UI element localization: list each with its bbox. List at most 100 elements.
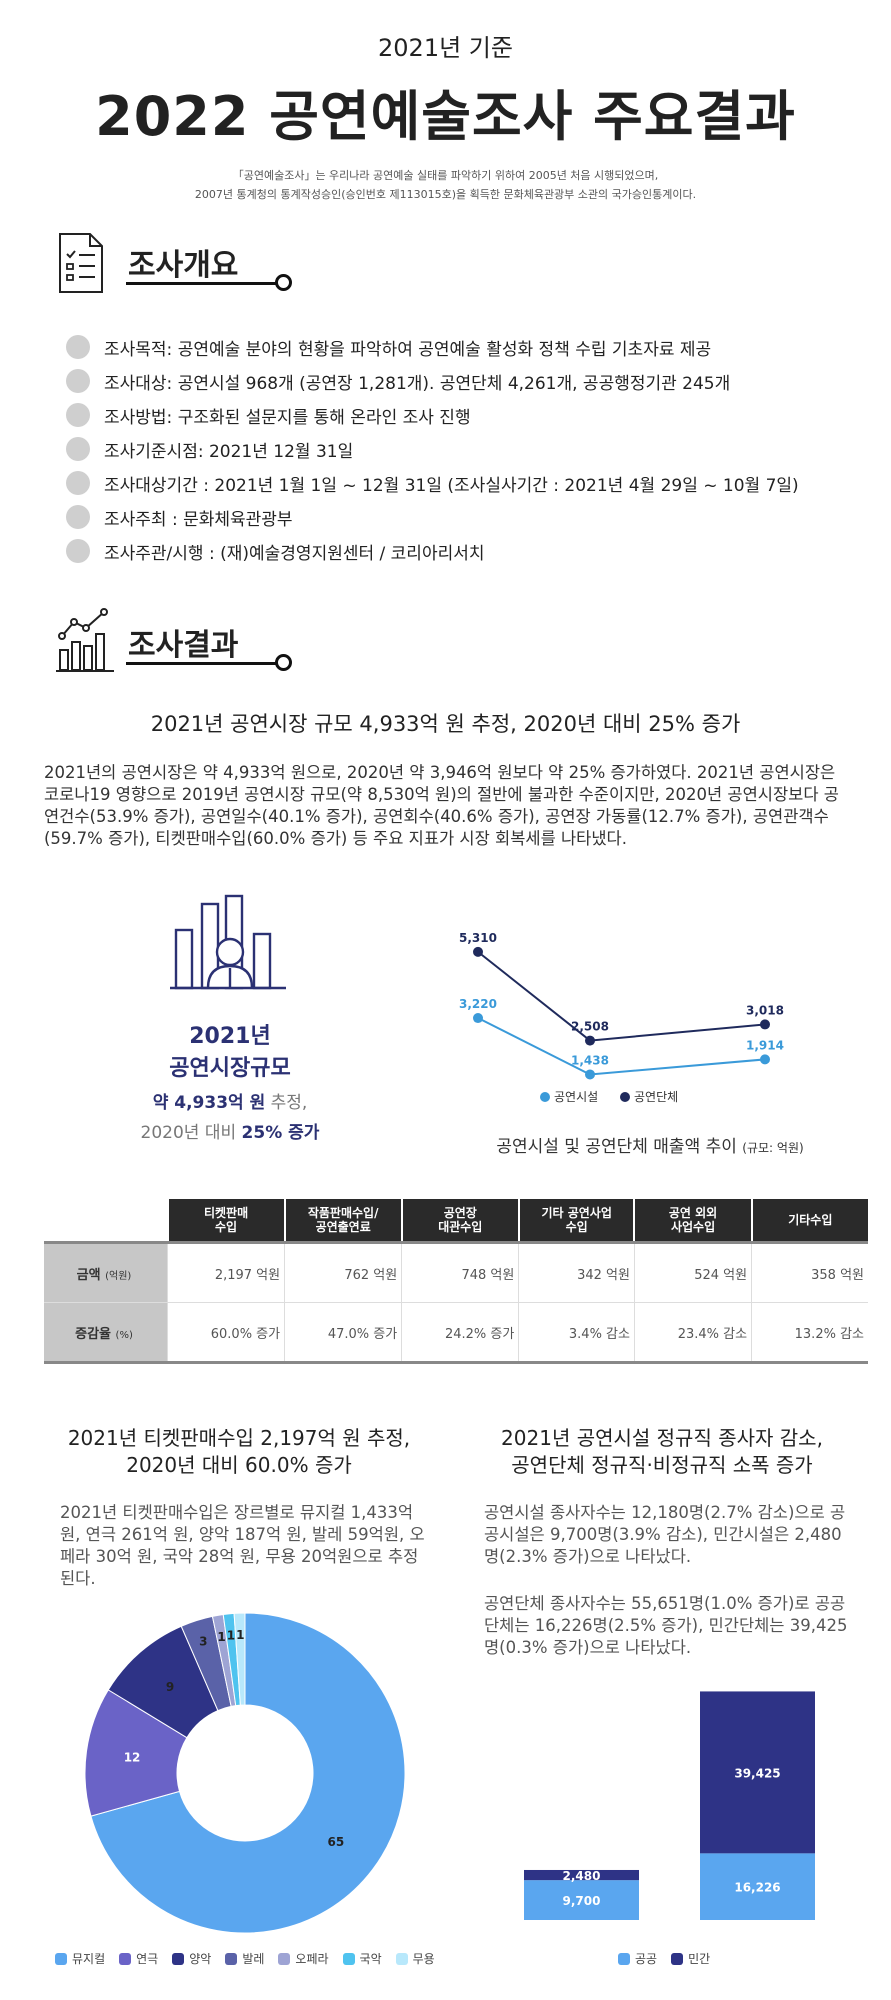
series-line-0	[477, 1017, 766, 1076]
donut-chart-legend: 뮤지컬 연극 양악 발레 오페라 국악 무용	[55, 1950, 455, 1967]
legend-item: 오페라	[278, 1950, 329, 1967]
legend-label: 양악	[189, 1952, 212, 1966]
bar-segment	[700, 1853, 815, 1920]
table-cell: 13.2% 감소	[751, 1302, 868, 1364]
overview-item: 조사방법: 구조화된 설문지를 통해 온라인 조사 진행	[66, 398, 866, 432]
overview-item: 조사대상: 공연시설 968개 (공연장 1,281개). 공연단체 4,261…	[66, 364, 866, 398]
table-cell: 2,197 억원	[166, 1241, 285, 1303]
bullet-dot	[66, 369, 90, 393]
table-column-header: 티켓판매 수입	[166, 1199, 285, 1243]
table-corner	[44, 1199, 168, 1243]
legend-item: 국악	[342, 1950, 382, 1967]
table-cell: 342 억원	[518, 1241, 635, 1303]
report-note: 「공연예술조사」는 우리나라 공연예술 실태를 파악하기 위하여 2005년 처…	[0, 166, 891, 204]
document-checklist-icon	[59, 233, 103, 293]
bar-segment	[524, 1869, 639, 1881]
overview-item: 조사주최 : 문화체육관광부	[66, 500, 866, 534]
report-title: 2022 공연예술조사 주요결과	[95, 85, 796, 148]
bullet-dot	[66, 471, 90, 495]
slice-label: 9	[166, 1680, 174, 1694]
legend-swatch	[540, 1092, 550, 1102]
heading-dot	[275, 654, 292, 671]
donut-slice	[90, 1612, 406, 1934]
data-point	[760, 1019, 770, 1030]
table-column-header: 기타수입	[750, 1199, 868, 1243]
table-row: 증감율 (%) 60.0% 증가 47.0% 증가 24.2% 증가 3.4% …	[44, 1302, 868, 1364]
revenue-breakdown-table: 티켓판매 수입 작품판매수입/공연출연료 공연장 대관수입 기타 공연사업 수입 공연…	[44, 1199, 868, 1364]
legend-item: 연극	[119, 1950, 158, 1967]
legend-swatch	[172, 1952, 185, 1965]
table-cell: 60.0% 증가	[166, 1302, 285, 1364]
overview-heading: 조사개요	[128, 248, 239, 283]
slice-label: 3	[199, 1634, 207, 1648]
slice-label: 1	[227, 1629, 235, 1643]
row-header-change-rate: 증감율 (%)	[44, 1302, 168, 1364]
note-line-1: 「공연예술조사」는 우리나라 공연예술 실태를 파악하기 위하여 2005년 처…	[232, 169, 659, 182]
heading-underline	[126, 282, 276, 285]
bar-label: 2,480	[563, 1869, 601, 1883]
legend-label: 오페라	[295, 1952, 329, 1966]
overview-list: 조사목적: 공연예술 분야의 현황을 파악하여 공연예술 활성화 정책 수립 기…	[66, 330, 866, 568]
legend-label: 공연단체	[634, 1090, 678, 1104]
results-headline: 2021년 공연시장 규모 4,933억 원 추정, 2020년 대비 25% …	[150, 712, 741, 736]
legend-swatch	[225, 1952, 238, 1965]
legend-swatch	[395, 1952, 408, 1965]
overview-section-header: 조사개요	[56, 226, 316, 306]
legend-label: 공공	[635, 1952, 658, 1966]
line-chart-caption: 공연시설 및 공연단체 매출액 추이 (규모: 억원)	[496, 1137, 804, 1157]
overview-item: 조사기준시점: 2021년 12월 31일	[66, 432, 866, 466]
table-cell: 24.2% 증가	[401, 1302, 519, 1364]
bar-segment	[524, 1880, 639, 1920]
table-column-header: 기타 공연사업 수입	[517, 1199, 635, 1243]
report-subtitle: 2021년 기준	[378, 34, 513, 62]
table-cell: 748 억원	[401, 1241, 519, 1303]
slice-label: 65	[327, 1835, 344, 1849]
overview-item: 조사대상기간 : 2021년 1월 1일 ~ 12월 31일 (조사실사기간 :…	[66, 466, 866, 500]
legend-label: 연극	[136, 1952, 159, 1966]
staff-paragraph-2: 공연단체 종사자수는 55,651명(1.0% 증가)로 공공단체는 16,22…	[484, 1594, 848, 1657]
market-label: 공연시장규모	[169, 1056, 291, 1081]
legend-swatch	[119, 1952, 132, 1965]
bullet-dot	[66, 403, 90, 427]
staff-stacked-bar-chart: 9,700 2,480 16,226 39,425	[524, 1691, 815, 1920]
table-column-header: 공연장 대관수입	[400, 1199, 519, 1243]
bullet-dot	[66, 505, 90, 529]
data-label: 1,438	[571, 1053, 609, 1067]
bar-chart-legend: 공공 민간	[618, 1950, 818, 1967]
legend-item: 무용	[395, 1950, 435, 1967]
bullet-dot	[66, 437, 90, 461]
data-label: 3,220	[459, 997, 497, 1011]
staff-paragraph-1: 공연시설 종사자수는 12,180명(2.7% 감소)으로 공공시설은 9,70…	[484, 1503, 846, 1566]
legend-swatch	[55, 1952, 67, 1965]
data-point	[585, 1035, 595, 1046]
data-point	[760, 1054, 770, 1065]
legend-swatch	[278, 1952, 291, 1965]
legend-swatch	[620, 1092, 630, 1102]
bar-label: 9,700	[563, 1894, 601, 1908]
legend-label: 뮤지컬	[72, 1952, 106, 1966]
note-line-2: 2007년 통계청의 통계작성승인(승인번호 제113015호)을 획득한 문화…	[194, 188, 697, 201]
table-column-header: 공연 외외 사업수입	[633, 1199, 752, 1243]
heading-dot	[275, 274, 292, 291]
market-compare-line: 2020년 대비 25% 증가	[140, 1123, 320, 1143]
legend-swatch	[342, 1952, 355, 1965]
legend-swatch	[671, 1952, 684, 1965]
legend-label: 무용	[412, 1952, 435, 1966]
growth-bar-chart-icon	[56, 608, 114, 672]
slice-label: 1	[236, 1628, 244, 1642]
market-year: 2021년	[189, 1024, 271, 1049]
table-cell: 524 억원	[633, 1241, 752, 1303]
data-point	[473, 946, 483, 957]
ticket-heading: 2021년 티켓판매수입 2,197억 원 추정, 2020년 대비 60.0%…	[67, 1426, 411, 1477]
results-section-header: 조사결과	[56, 606, 316, 686]
bullet-dot	[66, 335, 90, 359]
bar-label: 16,226	[734, 1881, 780, 1895]
data-point	[473, 1013, 483, 1024]
data-label: 5,310	[459, 931, 497, 945]
data-label: 2,508	[571, 1020, 609, 1034]
data-point	[585, 1069, 595, 1080]
legend-item: 발레	[225, 1950, 264, 1967]
table-cell: 47.0% 증가	[284, 1302, 402, 1364]
heading-underline	[126, 662, 276, 665]
